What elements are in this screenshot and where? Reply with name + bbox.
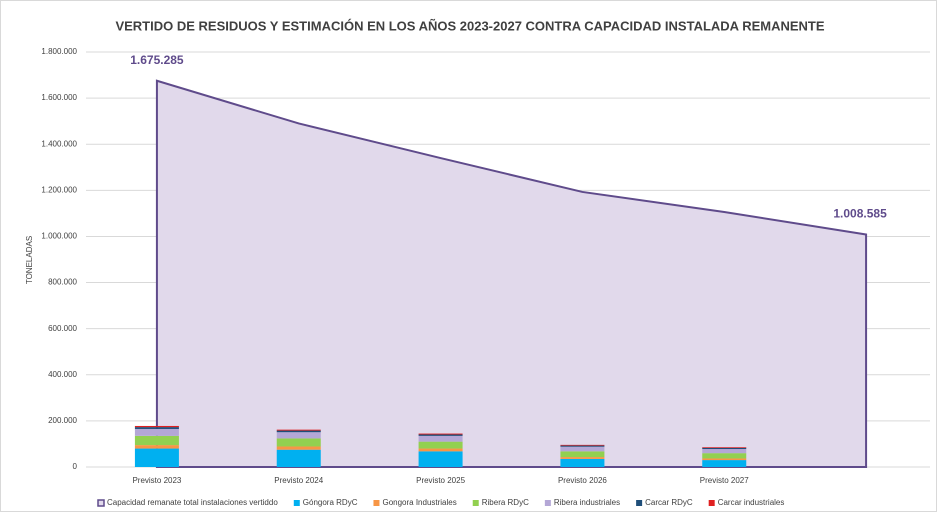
- bar-segment: [276, 429, 321, 431]
- x-tick-label: Previsto 2024: [274, 476, 323, 485]
- y-tick-label: 200.000: [48, 416, 77, 425]
- bar-segment: [418, 451, 463, 467]
- bar-segment: [560, 444, 605, 446]
- y-tick-label: 1.600.000: [41, 93, 77, 102]
- y-tick-label: 800.000: [48, 278, 77, 287]
- y-tick-label: 1.400.000: [41, 139, 77, 148]
- bar-segment: [560, 446, 605, 452]
- legend-swatch: [373, 500, 380, 506]
- x-tick-label: Previsto 2027: [700, 476, 749, 485]
- legend-item: Gongora Industriales: [373, 498, 457, 507]
- bar-segment: [560, 457, 605, 459]
- legend-item: Carcar industriales: [708, 498, 785, 507]
- legend-item: Ribera RDyC: [472, 498, 529, 507]
- bar-segment: [134, 435, 179, 446]
- y-tick-label: 1.200.000: [41, 185, 77, 194]
- y-tick-label: 1.800.000: [41, 47, 77, 56]
- legend-item: Carcar RDyC: [636, 498, 693, 507]
- legend-label: Capacidad remanate total instalaciones v…: [107, 498, 278, 507]
- bar-segment: [702, 449, 747, 454]
- bar-segment: [418, 433, 463, 435]
- y-tick-label: 0: [73, 462, 78, 471]
- bar-segment: [134, 427, 179, 429]
- bar-segment: [560, 458, 605, 467]
- bar-segment: [134, 428, 179, 436]
- area: [155, 79, 868, 468]
- x-tick-label: Previsto 2023: [132, 476, 181, 485]
- bar-segment: [276, 449, 321, 467]
- bar-segment: [134, 425, 179, 428]
- legend-swatch: [472, 500, 479, 506]
- bar-segment: [134, 448, 179, 467]
- bar-segment: [418, 441, 463, 449]
- bar-segment: [134, 445, 179, 449]
- legend-swatch: [708, 500, 715, 506]
- legend-label: Ribera RDyC: [482, 498, 529, 507]
- bar-segment: [276, 446, 321, 450]
- bar-segment: [702, 447, 747, 450]
- legend-label: Carcar industriales: [718, 498, 785, 507]
- bar-segment: [702, 458, 747, 461]
- bar-segment: [560, 445, 605, 447]
- x-tick-label: Previsto 2025: [416, 476, 465, 485]
- bar-segment: [418, 435, 463, 442]
- bar-segment: [560, 451, 605, 458]
- legend-swatch: [636, 500, 643, 506]
- chart-title: VERTIDO DE RESIDUOS Y ESTIMACIÓN EN LOS …: [115, 18, 824, 33]
- legend-label: Gongora Industriales: [382, 498, 456, 507]
- legend-label: Góngora RDyC: [303, 498, 358, 507]
- bar-segment: [276, 430, 321, 433]
- bar-segment: [702, 453, 747, 459]
- bar-segment: [702, 460, 747, 467]
- y-tick-label: 400.000: [48, 370, 77, 379]
- legend-swatch: [97, 499, 105, 507]
- legend-item: Góngora RDyC: [293, 498, 358, 507]
- bar-segment: [276, 438, 321, 447]
- bar-segment: [276, 432, 321, 439]
- x-tick-label: Previsto 2026: [558, 476, 607, 485]
- y-tick-label: 1.000.000: [41, 232, 77, 241]
- legend-item: Ribera industriales: [544, 498, 620, 507]
- legend-label: Carcar RDyC: [645, 498, 693, 507]
- legend-item: Capacidad remanate total instalaciones v…: [97, 498, 278, 507]
- bar-segment: [418, 448, 463, 452]
- bar-segment: [418, 434, 463, 436]
- legend-swatch: [544, 500, 551, 506]
- bar-segment: [702, 447, 747, 448]
- data-label: 1.008.585: [833, 207, 887, 221]
- y-axis-label: TONELADAS: [25, 236, 34, 284]
- data-label: 1.675.285: [130, 53, 184, 67]
- legend-swatch: [293, 500, 300, 506]
- legend-label: Ribera industriales: [554, 498, 620, 507]
- y-tick-label: 600.000: [48, 324, 77, 333]
